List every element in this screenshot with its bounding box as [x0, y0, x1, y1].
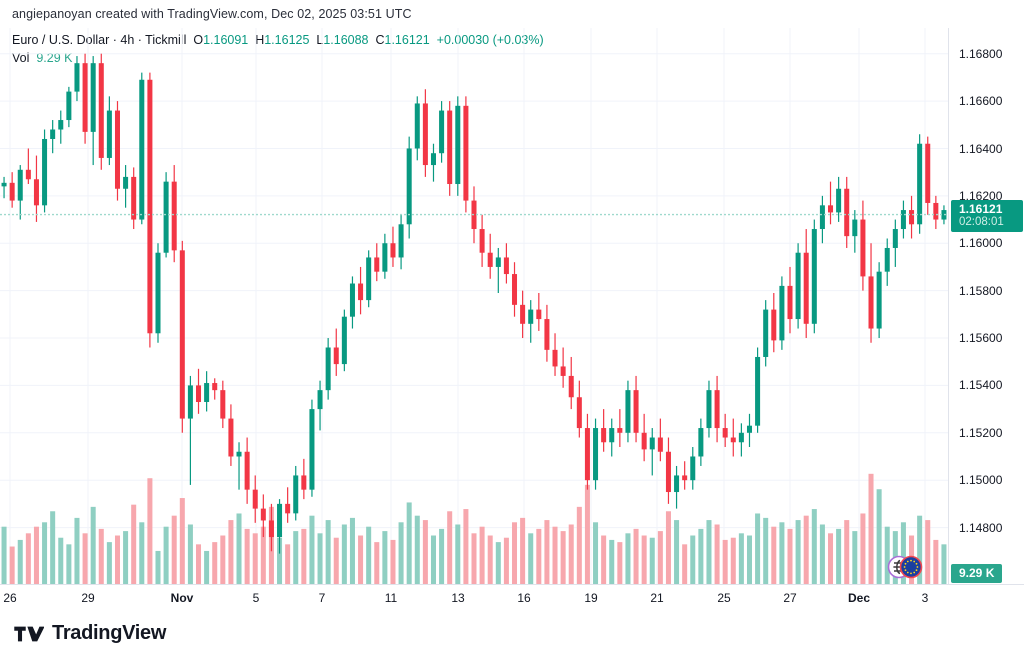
- legend-sep-1: ·: [109, 33, 121, 47]
- legend-change: +0.00030 (+0.03%): [436, 33, 544, 47]
- time-tick: 3: [921, 591, 929, 605]
- price-tick: 1.15000: [959, 473, 1003, 488]
- chart-plot-area[interactable]: [0, 28, 948, 584]
- tradingview-logo: TradingView: [14, 622, 166, 645]
- time-tick: 29: [81, 591, 95, 605]
- price-tick: 1.16800: [959, 46, 1003, 61]
- attribution-text: angiepanoyan created with TradingView.co…: [12, 7, 412, 21]
- bar-countdown: 02:08:01: [959, 215, 1004, 228]
- legend-open-label: O: [193, 33, 204, 47]
- legend-close-label: C: [375, 33, 385, 47]
- time-tick: 13: [451, 591, 465, 605]
- price-axis[interactable]: 1.16800 1.16600 1.16400 1.16200 1.16000 1.158…: [948, 28, 1024, 584]
- legend-high-label: H: [255, 33, 265, 47]
- time-tick: 7: [318, 591, 326, 605]
- chart-legend: Euro / U.S. Dollar · 4h · Tickmill O1.16…: [12, 32, 544, 67]
- legend-high-value: 1.16125: [264, 33, 310, 47]
- time-tick: 11: [384, 591, 398, 605]
- time-tick: 5: [252, 591, 260, 605]
- time-tick: 16: [517, 591, 531, 605]
- legend-volume-value: 9.29 K: [36, 51, 73, 65]
- legend-exchange: Tickmill: [145, 33, 187, 47]
- legend-close-value: 1.16121: [384, 33, 430, 47]
- price-tick: 1.15400: [959, 378, 1003, 393]
- candlestick-svg: [0, 28, 948, 584]
- price-tick: 1.15200: [959, 425, 1003, 440]
- time-axis[interactable]: 26 29 Nov 5 7 11 13 16 19 21 25 27 Dec 3: [0, 584, 1024, 613]
- price-tick: 1.16400: [959, 141, 1003, 156]
- time-tick: 26: [3, 591, 17, 605]
- price-tick: 1.15800: [959, 283, 1003, 298]
- price-tick: 1.16000: [959, 236, 1003, 251]
- time-tick: 27: [783, 591, 797, 605]
- price-tick: 1.15600: [959, 331, 1003, 345]
- time-tick: 21: [650, 591, 664, 605]
- price-tick: 1.16200: [959, 188, 1003, 203]
- currency-pair-flags-icon: [884, 554, 928, 580]
- time-tick: Dec: [847, 591, 871, 605]
- tradingview-wordmark: TradingView: [52, 622, 167, 644]
- time-tick: 25: [717, 591, 731, 605]
- price-tick: 1.14800: [959, 520, 1003, 535]
- legend-low-label: L: [316, 33, 324, 47]
- legend-volume-label: Vol: [12, 51, 30, 65]
- legend-sep-2: ·: [134, 33, 146, 47]
- time-tick: Nov: [170, 591, 194, 605]
- tradingview-mark-icon: [14, 626, 44, 641]
- current-volume-badge: 9.29 K: [951, 564, 1003, 583]
- time-tick: 19: [584, 591, 598, 605]
- current-price-value: 1.16121: [959, 201, 1003, 216]
- legend-open-value: 1.16091: [203, 33, 249, 47]
- legend-symbol[interactable]: Euro / U.S. Dollar: [12, 33, 110, 47]
- legend-low-value: 1.16088: [323, 33, 369, 47]
- current-price-badge: 1.16121 02:08:01: [951, 199, 1023, 232]
- price-tick: 1.16600: [959, 94, 1003, 109]
- legend-interval[interactable]: 4h: [120, 33, 135, 47]
